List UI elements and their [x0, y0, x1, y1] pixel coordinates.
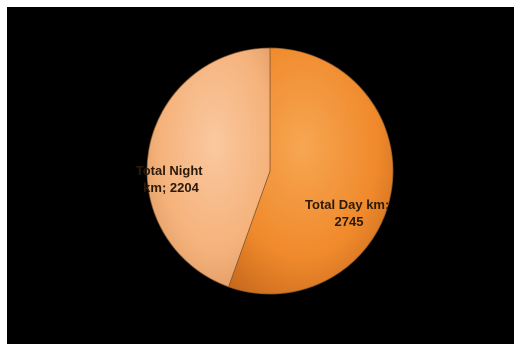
pie-slice-day	[228, 47, 394, 295]
pie-labels: Total Night km; 2204 Total Day km; 2745	[136, 163, 393, 229]
pie-slice-night	[146, 47, 271, 288]
pie-slices	[146, 47, 394, 295]
pie-chart: Total Night km; 2204 Total Day km; 2745	[136, 47, 394, 295]
chart-area: Total Night km; 2204 Total Day km; 2745	[7, 7, 514, 344]
slice-label-day: Total Day km; 2745	[305, 197, 393, 229]
slice-label-night: Total Night km; 2204	[136, 163, 207, 195]
